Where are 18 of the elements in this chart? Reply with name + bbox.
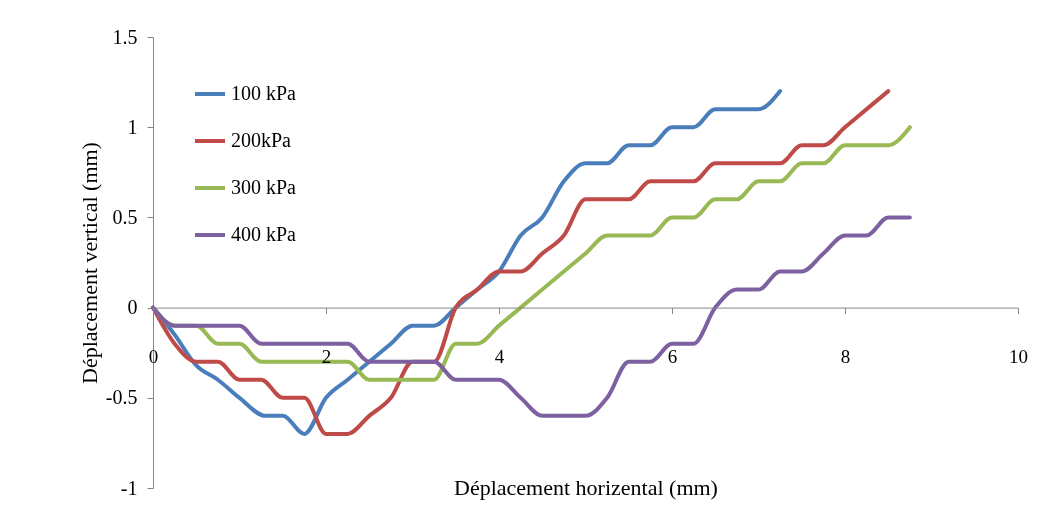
legend-label: 300 kPa — [231, 176, 297, 198]
legend-label: 400 kPa — [231, 223, 297, 245]
y-tick-label: -0.5 — [105, 386, 138, 409]
x-tick-label: 4 — [494, 346, 505, 368]
line-series — [151, 215, 912, 418]
x-axis-title: Déplacement horizental (mm) — [454, 474, 718, 500]
y-tick-label: 1.5 — [112, 25, 138, 48]
legend-label: 100 kPa — [231, 82, 297, 104]
x-tick-label: 0 — [148, 346, 159, 368]
y-tick-label: 0 — [127, 296, 138, 319]
y-axis-title: Déplacement vertical (mm) — [76, 142, 102, 384]
y-tick-label: 0.5 — [112, 205, 138, 228]
x-tick-label: 8 — [840, 346, 851, 368]
x-tick-label: 10 — [1009, 346, 1028, 368]
y-tick-label: -1 — [120, 476, 138, 499]
legend-label: 200kPa — [231, 129, 292, 151]
y-tick-label: 1 — [127, 115, 138, 138]
x-tick-label: 6 — [667, 346, 678, 368]
